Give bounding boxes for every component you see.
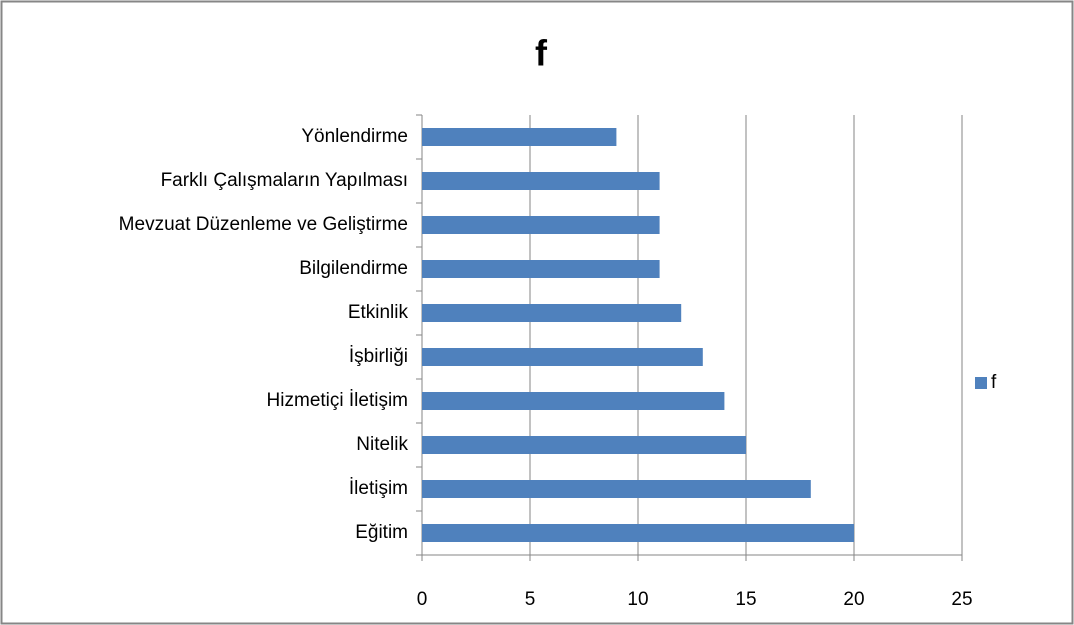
bar [422,392,725,410]
y-tick-label: Nitelik [356,434,408,455]
bar [422,128,617,146]
chart-title: f [535,33,548,74]
y-tick-label: Etkinlik [348,302,409,323]
bar [422,260,660,278]
y-tick-label: İşbirliği [349,346,408,367]
bar [422,436,746,454]
x-tick-label: 10 [627,589,648,610]
x-tick-label: 5 [525,589,536,610]
y-tick-label: Mevzuat Düzenleme ve Geliştirme [119,214,408,235]
y-tick-label: Bilgilendirme [299,258,408,279]
legend-label: f [991,372,997,393]
x-tick-label: 25 [951,589,972,610]
y-tick-label: Farklı Çalışmaların Yapılması [161,170,408,191]
y-tick-label: Hizmetiçi İletişim [267,390,408,411]
bar [422,524,854,542]
bar [422,172,660,190]
legend-swatch [975,377,987,389]
bar [422,348,703,366]
x-tick-label: 15 [735,589,756,610]
bar [422,480,811,498]
y-tick-label: İletişim [349,478,408,499]
y-tick-label: Eğitim [355,522,408,543]
bar [422,304,682,322]
x-tick-label: 0 [417,589,428,610]
y-tick-label: Yönlendirme [301,126,408,147]
x-tick-label: 20 [843,589,864,610]
bar [422,216,660,234]
